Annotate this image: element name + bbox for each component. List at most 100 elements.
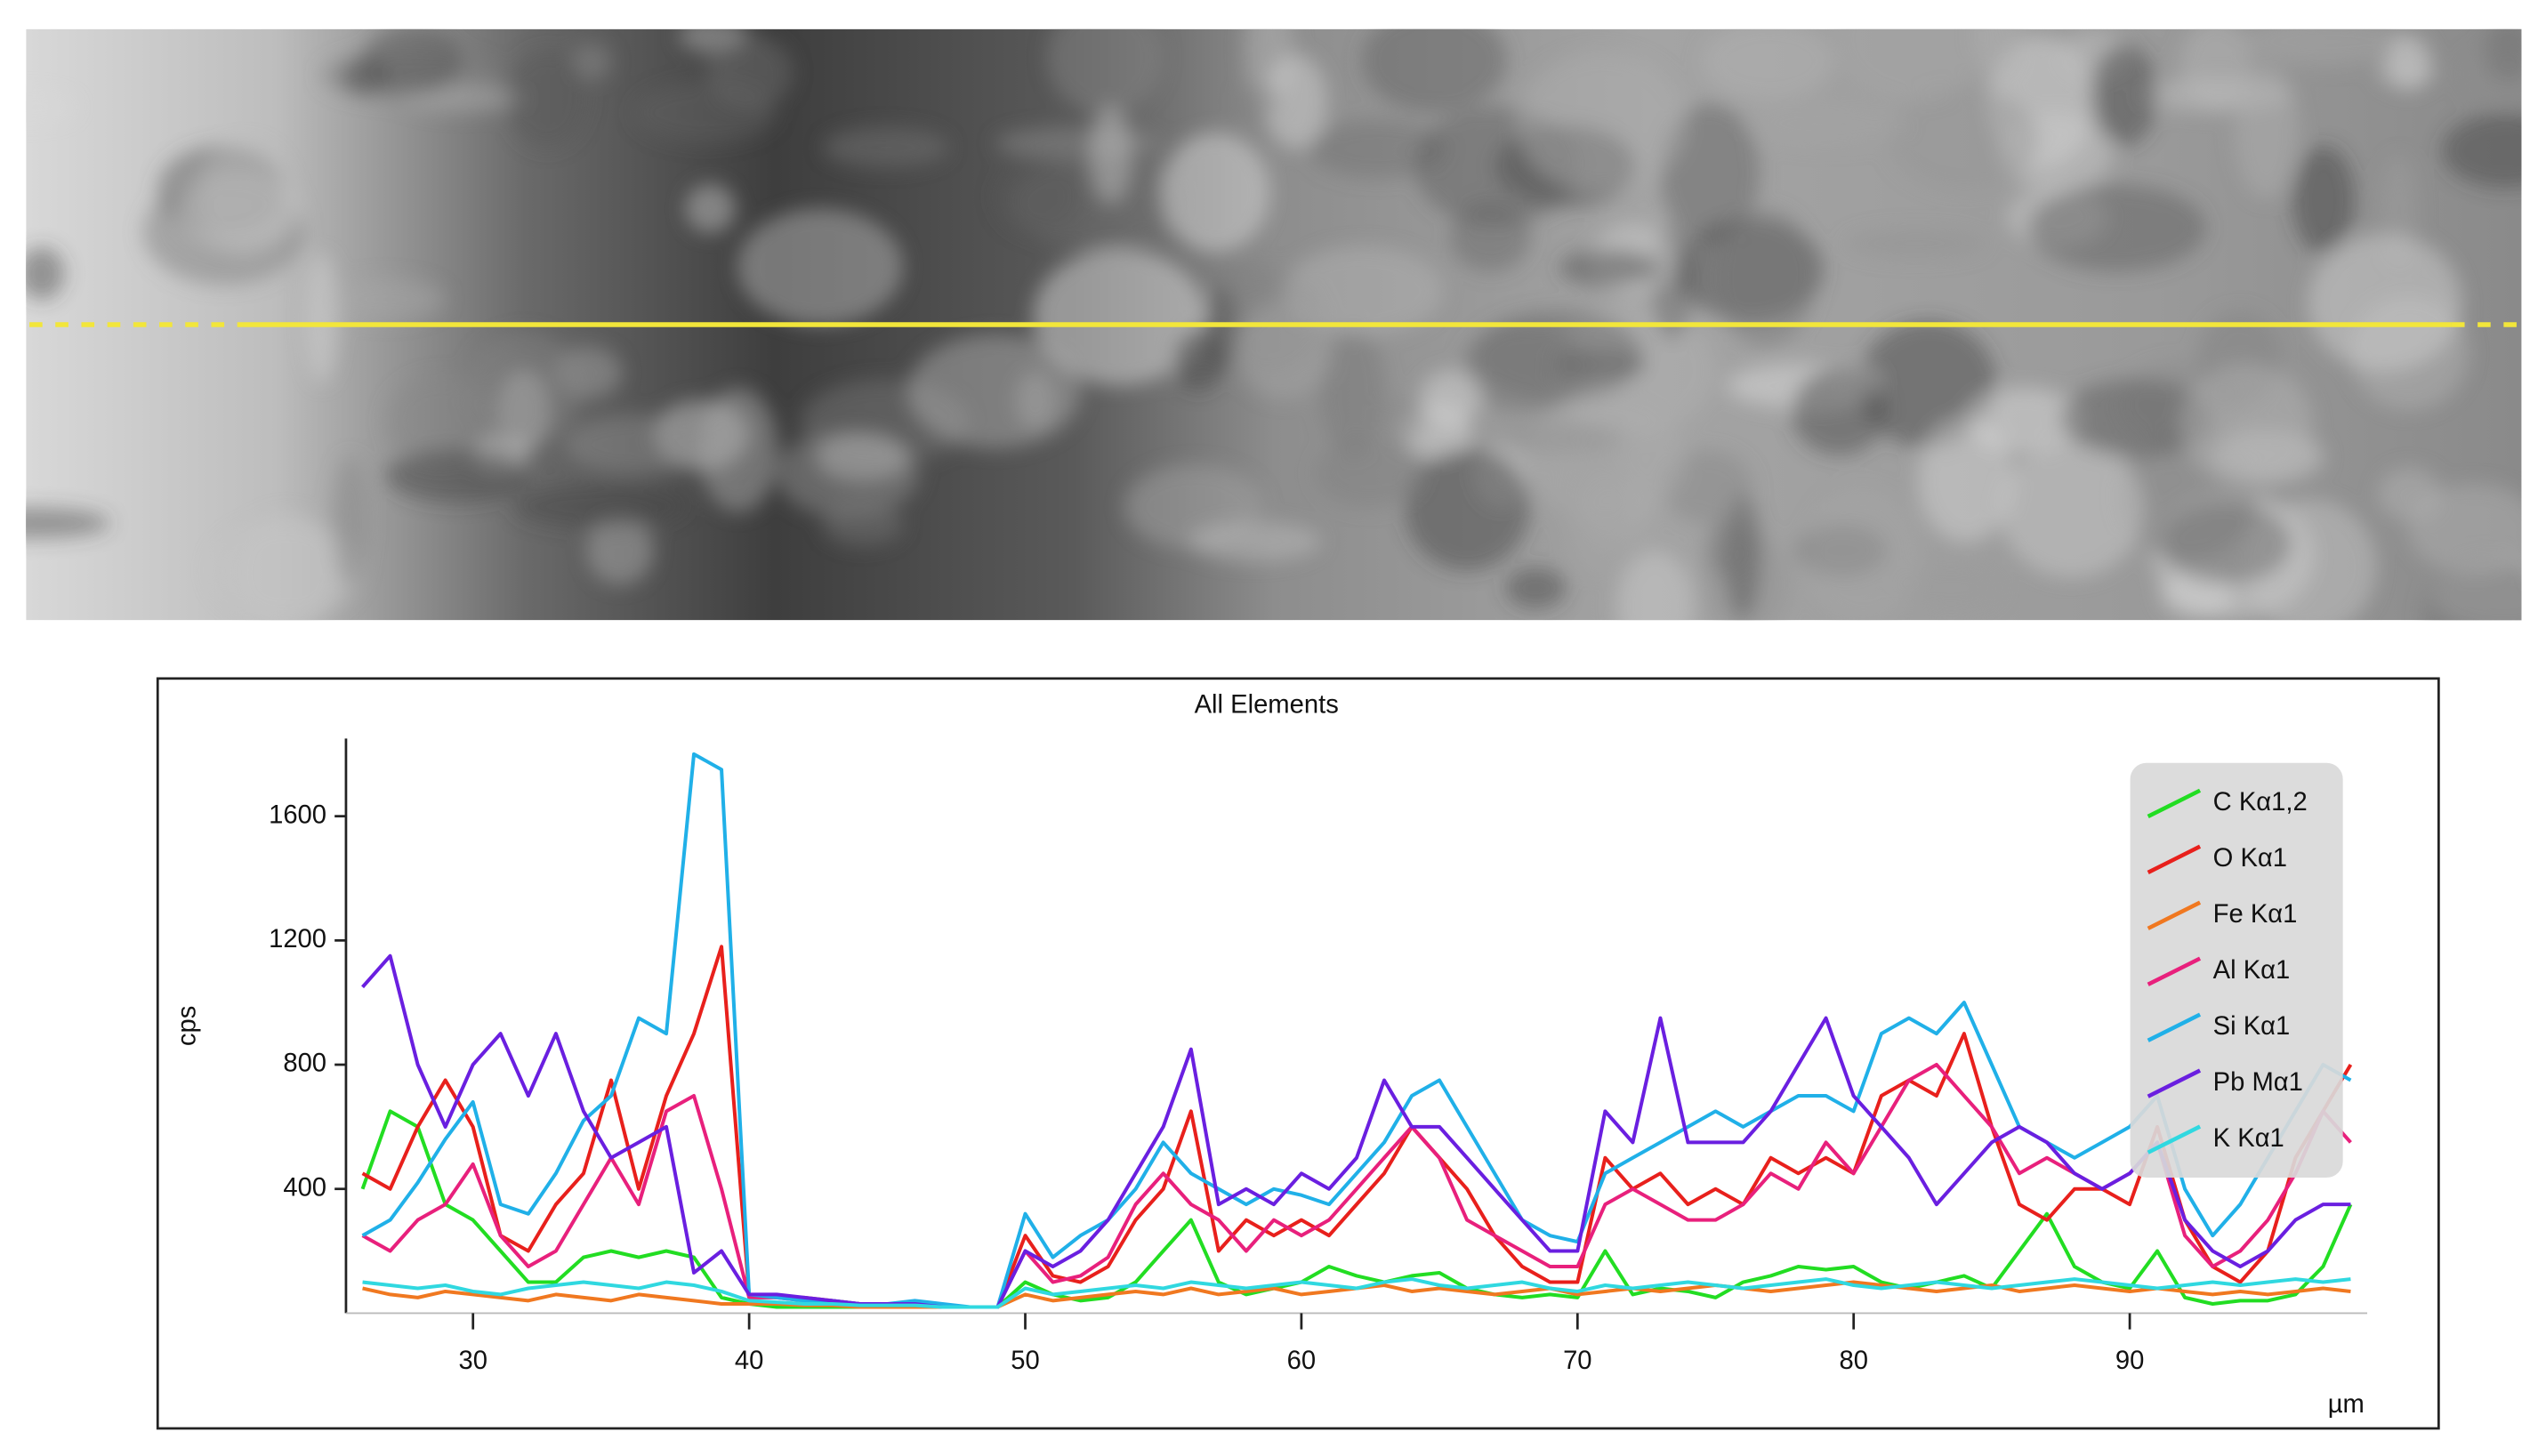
sem-grain	[1047, 28, 1164, 115]
x-tick-label: 60	[1287, 1347, 1316, 1375]
sem-grain	[1283, 245, 1444, 336]
legend-swatch	[2147, 956, 2202, 986]
sem-grain	[1161, 132, 1270, 253]
chart-title: All Elements	[1195, 691, 1339, 720]
sem-grain	[2059, 378, 2212, 458]
x-tick-label: 50	[1011, 1347, 1039, 1375]
sem-grain	[1550, 350, 1648, 379]
legend-box	[2130, 762, 2343, 1178]
legend-label: K Kα1	[2213, 1124, 2284, 1153]
sem-grain	[1236, 302, 1332, 399]
legend-swatch	[2147, 900, 2202, 930]
sem-grain	[1804, 487, 1922, 621]
sem-grain	[2180, 364, 2313, 486]
sem-grain	[1705, 517, 1755, 578]
sem-grain	[1420, 370, 1482, 424]
sem-grain	[234, 512, 341, 621]
sem-grain	[995, 126, 1161, 160]
sem-grain	[1702, 28, 1834, 101]
legend-label: Pb Mα1	[2213, 1068, 2303, 1097]
sem-grain	[506, 50, 588, 149]
sem-grain	[2090, 44, 2158, 147]
sem-grain	[1405, 447, 1530, 571]
sem-grain	[199, 142, 292, 256]
sem-grain	[2292, 145, 2356, 255]
y-tick-label: 400	[283, 1173, 326, 1202]
sem-grain	[361, 28, 464, 95]
legend-swatch	[2147, 844, 2202, 874]
sem-grain	[1203, 286, 1237, 374]
sem-grain	[1844, 229, 1987, 258]
sem-grain	[572, 43, 612, 80]
sem-grain	[815, 433, 910, 482]
sem-grain	[698, 388, 778, 512]
sem-grain	[2308, 233, 2462, 372]
sem-grain	[1966, 387, 2083, 454]
sem-grain	[2160, 502, 2292, 585]
sem-grain	[1089, 105, 1132, 204]
legend-swatch	[2147, 788, 2202, 819]
legend: C Kα1,2 O Kα1 Fe Kα1 Al Kα1 Si Kα1 Pb Mα1 K Kα…	[2130, 762, 2343, 1178]
sem-grain	[1714, 209, 1816, 348]
x-tick-label: 90	[2115, 1347, 2144, 1375]
sem-grain	[633, 82, 777, 143]
sem-grain	[1309, 119, 1447, 179]
x-tick-label: 40	[735, 1347, 763, 1375]
legend-swatch	[2147, 1012, 2202, 1042]
sem-grain	[822, 502, 904, 546]
plot-area: 400 800 1200 1600 30 40 50 60 70 80 90	[269, 738, 2368, 1375]
sem-grain	[1974, 28, 2025, 84]
sem-grain	[586, 516, 654, 585]
sem-grain	[1745, 101, 1908, 147]
sem-grain	[26, 507, 110, 539]
sem-grain	[512, 485, 689, 528]
x-tick-label: 30	[458, 1347, 487, 1375]
sem-grain	[2027, 184, 2206, 272]
sem-grain	[2485, 28, 2522, 82]
sem-grain	[1858, 320, 1997, 449]
x-axis-label: µm	[2328, 1390, 2365, 1419]
sem-grain	[1559, 249, 1659, 286]
sem-grain	[1461, 322, 1587, 414]
sem-grain	[1918, 419, 2015, 543]
series-line	[360, 1109, 2353, 1309]
sem-texture	[26, 28, 2522, 621]
sem-grain	[1379, 397, 1427, 443]
sem-grain	[1315, 438, 1423, 508]
sem-grain	[1660, 103, 1760, 243]
sem-grain	[2000, 441, 2144, 578]
sem-grain	[1492, 422, 1625, 454]
sem-grain	[332, 456, 368, 586]
sem-grain	[1238, 84, 1282, 119]
sem-grain	[1835, 28, 1989, 103]
sem-grain	[1319, 327, 1387, 457]
legend-label: C Kα1,2	[2213, 788, 2308, 816]
sem-grain	[907, 334, 1082, 449]
series-line	[361, 1062, 2352, 1309]
sem-grain	[26, 93, 75, 122]
sem-grain	[995, 159, 1082, 234]
sem-grain	[2441, 113, 2522, 189]
sem-grain	[26, 246, 65, 301]
sem-grain	[1888, 86, 2040, 191]
sem-grain	[304, 253, 338, 383]
x-tick-label: 70	[1563, 1347, 1591, 1375]
chart-frame	[156, 677, 2440, 1430]
legend-swatch	[2147, 1068, 2202, 1098]
x-tick-label: 80	[1839, 1347, 1867, 1375]
sem-grain	[1033, 248, 1206, 386]
legend-label: O Kα1	[2213, 844, 2287, 873]
sem-image	[26, 28, 2522, 621]
sem-grain	[1616, 551, 1695, 621]
sem-grain	[2235, 64, 2299, 198]
sem-grain	[1263, 53, 1327, 149]
sem-grain	[2376, 57, 2436, 88]
series-line	[361, 953, 2351, 1309]
y-axis-label: cps	[173, 1006, 202, 1046]
sem-grain	[1899, 564, 2003, 612]
legend-label: Fe Kα1	[2213, 900, 2298, 929]
sem-grain	[2244, 28, 2410, 66]
sem-grain	[1791, 367, 1888, 455]
sem-grain	[385, 448, 529, 503]
